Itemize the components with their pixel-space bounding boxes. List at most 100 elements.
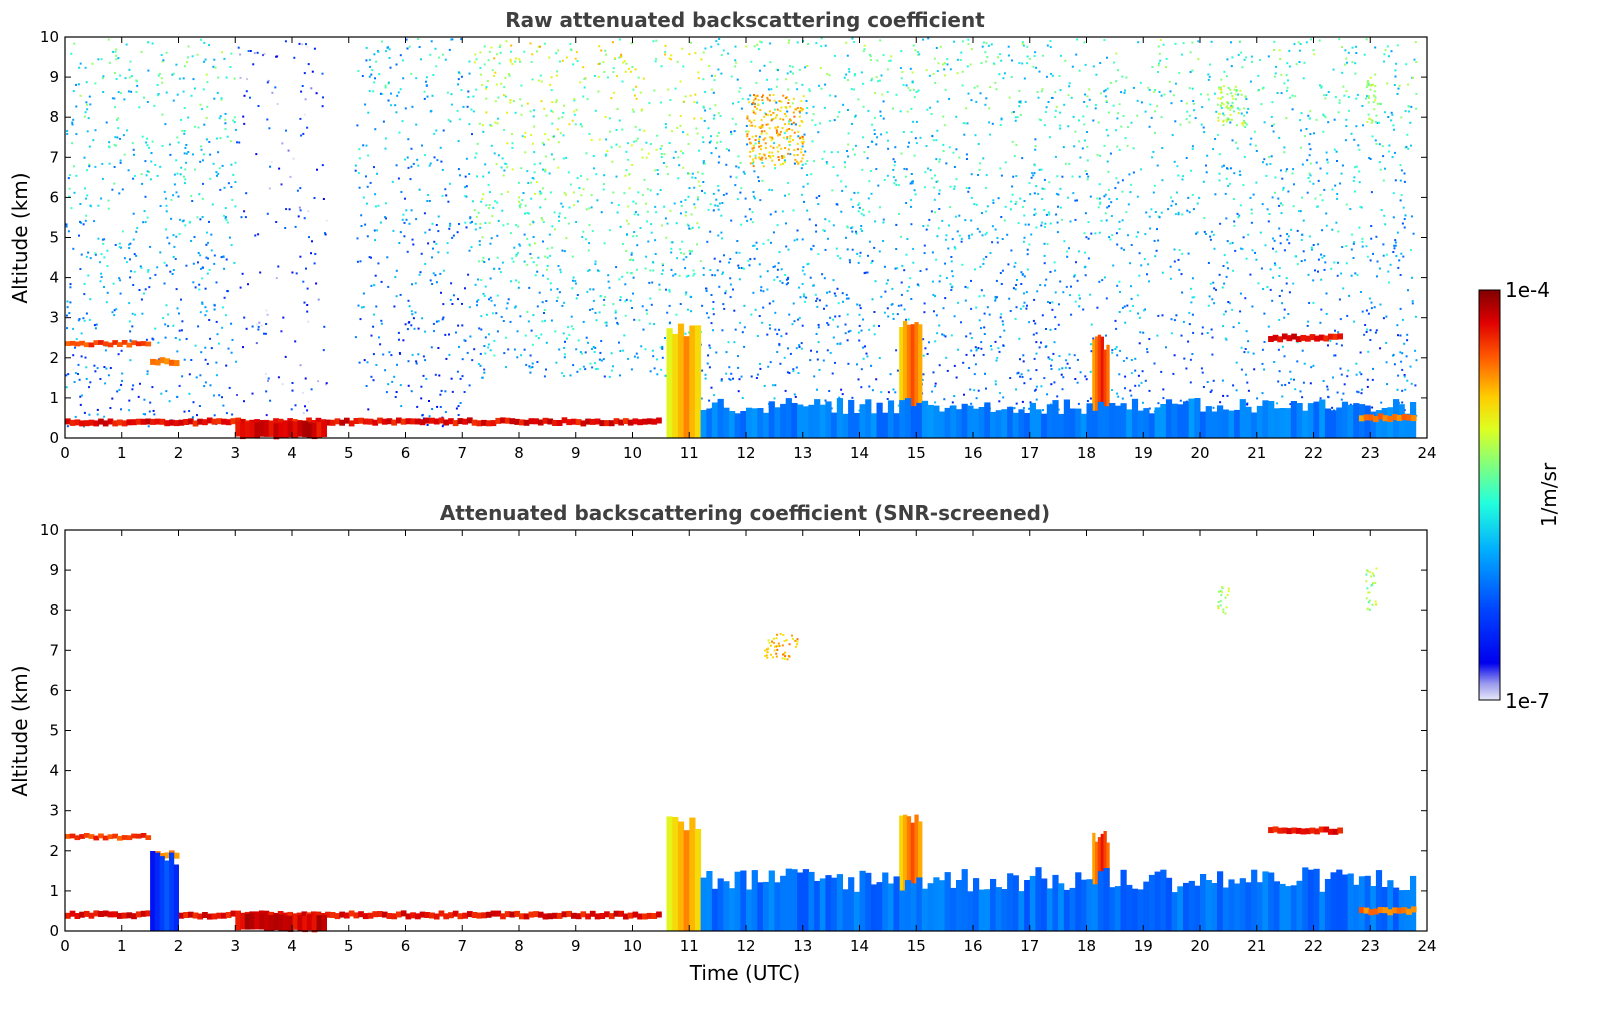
noise-pixel bbox=[554, 228, 556, 231]
noise-pixel bbox=[411, 313, 414, 316]
noise-pixel bbox=[561, 304, 564, 307]
noise-pixel bbox=[1231, 101, 1234, 104]
noise-pixel bbox=[683, 252, 685, 255]
noise-pixel bbox=[404, 197, 406, 200]
noise-pixel bbox=[737, 264, 740, 267]
noise-pixel bbox=[515, 253, 518, 256]
noise-pixel bbox=[394, 104, 397, 107]
noise-pixel bbox=[568, 206, 571, 209]
noise-pixel bbox=[111, 188, 114, 191]
noise-pixel bbox=[85, 255, 88, 258]
noise-pixel bbox=[936, 100, 939, 103]
noise-pixel bbox=[826, 349, 829, 352]
noise-pixel bbox=[1118, 220, 1121, 223]
noise-pixel bbox=[652, 261, 655, 264]
noise-pixel bbox=[842, 103, 845, 106]
noise-pixel bbox=[533, 163, 536, 166]
noise-pixel bbox=[898, 184, 900, 187]
noise-pixel bbox=[1215, 288, 1217, 291]
noise-pixel bbox=[683, 100, 685, 103]
noise-pixel bbox=[851, 122, 853, 125]
noise-pixel bbox=[604, 321, 607, 324]
noise-pixel bbox=[1262, 161, 1264, 164]
noise-pixel bbox=[895, 223, 898, 226]
noise-pixel bbox=[966, 65, 969, 68]
noise-pixel bbox=[901, 264, 904, 267]
noise-pixel bbox=[745, 125, 748, 127]
noise-pixel bbox=[504, 76, 507, 79]
noise-pixel bbox=[642, 77, 645, 80]
noise-pixel bbox=[1284, 383, 1287, 386]
noise-pixel bbox=[201, 197, 204, 200]
noise-pixel bbox=[602, 358, 605, 361]
noise-pixel bbox=[402, 339, 405, 342]
noise-pixel bbox=[893, 164, 896, 167]
noise-pixel bbox=[982, 258, 985, 261]
noise-pixel bbox=[1210, 328, 1213, 331]
noise-pixel bbox=[532, 177, 535, 180]
noise-pixel bbox=[1092, 337, 1095, 340]
noise-pixel bbox=[749, 218, 752, 221]
noise-pixel bbox=[233, 116, 236, 119]
noise-pixel bbox=[1261, 348, 1264, 351]
layer-segment bbox=[358, 417, 364, 424]
noise-pixel bbox=[298, 206, 301, 209]
noise-pixel bbox=[1371, 135, 1374, 138]
noise-pixel bbox=[1395, 62, 1398, 65]
noise-pixel bbox=[1376, 102, 1379, 105]
noise-pixel bbox=[756, 43, 759, 46]
noise-pixel bbox=[572, 279, 574, 282]
noise-pixel bbox=[519, 203, 522, 206]
noise-pixel bbox=[198, 405, 201, 407]
noise-pixel bbox=[879, 206, 881, 209]
noise-pixel bbox=[997, 347, 1000, 350]
noise-pixel bbox=[412, 317, 415, 320]
noise-pixel bbox=[857, 331, 860, 334]
noise-pixel bbox=[725, 290, 727, 293]
noise-pixel bbox=[994, 228, 997, 231]
noise-pixel bbox=[132, 284, 135, 286]
noise-pixel bbox=[499, 271, 502, 274]
noise-pixel bbox=[1249, 143, 1252, 146]
noise-pixel bbox=[1401, 222, 1404, 225]
noise-pixel bbox=[758, 140, 760, 143]
noise-pixel bbox=[983, 333, 986, 335]
noise-pixel bbox=[1121, 179, 1124, 182]
noise-pixel bbox=[1043, 225, 1046, 228]
noise-pixel bbox=[922, 373, 925, 376]
noise-pixel bbox=[1161, 314, 1164, 317]
noise-pixel bbox=[740, 187, 743, 190]
noise-pixel bbox=[1353, 241, 1356, 244]
noise-pixel bbox=[970, 233, 973, 236]
noise-pixel bbox=[380, 280, 383, 283]
noise-pixel bbox=[768, 302, 771, 305]
noise-pixel bbox=[483, 45, 486, 48]
noise-pixel bbox=[1123, 91, 1126, 94]
noise-pixel bbox=[475, 58, 478, 61]
noise-pixel bbox=[758, 135, 761, 138]
noise-pixel bbox=[544, 133, 547, 136]
noise-pixel bbox=[1352, 179, 1355, 182]
noise-pixel bbox=[1070, 285, 1072, 288]
noise-pixel bbox=[728, 377, 731, 380]
noise-pixel bbox=[378, 73, 381, 76]
noise-pixel bbox=[762, 242, 765, 245]
noise-pixel bbox=[689, 94, 692, 97]
noise-pixel bbox=[906, 110, 909, 113]
noise-pixel bbox=[549, 254, 552, 257]
noise-pixel bbox=[1148, 407, 1151, 410]
noise-pixel bbox=[1257, 282, 1260, 285]
noise-pixel bbox=[1029, 377, 1032, 380]
noise-pixel bbox=[74, 415, 77, 418]
noise-pixel bbox=[1083, 232, 1086, 235]
noise-pixel bbox=[456, 370, 459, 373]
noise-pixel bbox=[715, 198, 718, 201]
noise-pixel bbox=[564, 217, 567, 219]
noise-pixel bbox=[866, 271, 869, 274]
noise-pixel bbox=[407, 166, 410, 169]
noise-pixel bbox=[720, 214, 723, 217]
noise-pixel bbox=[160, 77, 163, 80]
noise-pixel bbox=[585, 238, 587, 241]
noise-pixel bbox=[407, 360, 410, 363]
noise-pixel bbox=[787, 347, 789, 350]
